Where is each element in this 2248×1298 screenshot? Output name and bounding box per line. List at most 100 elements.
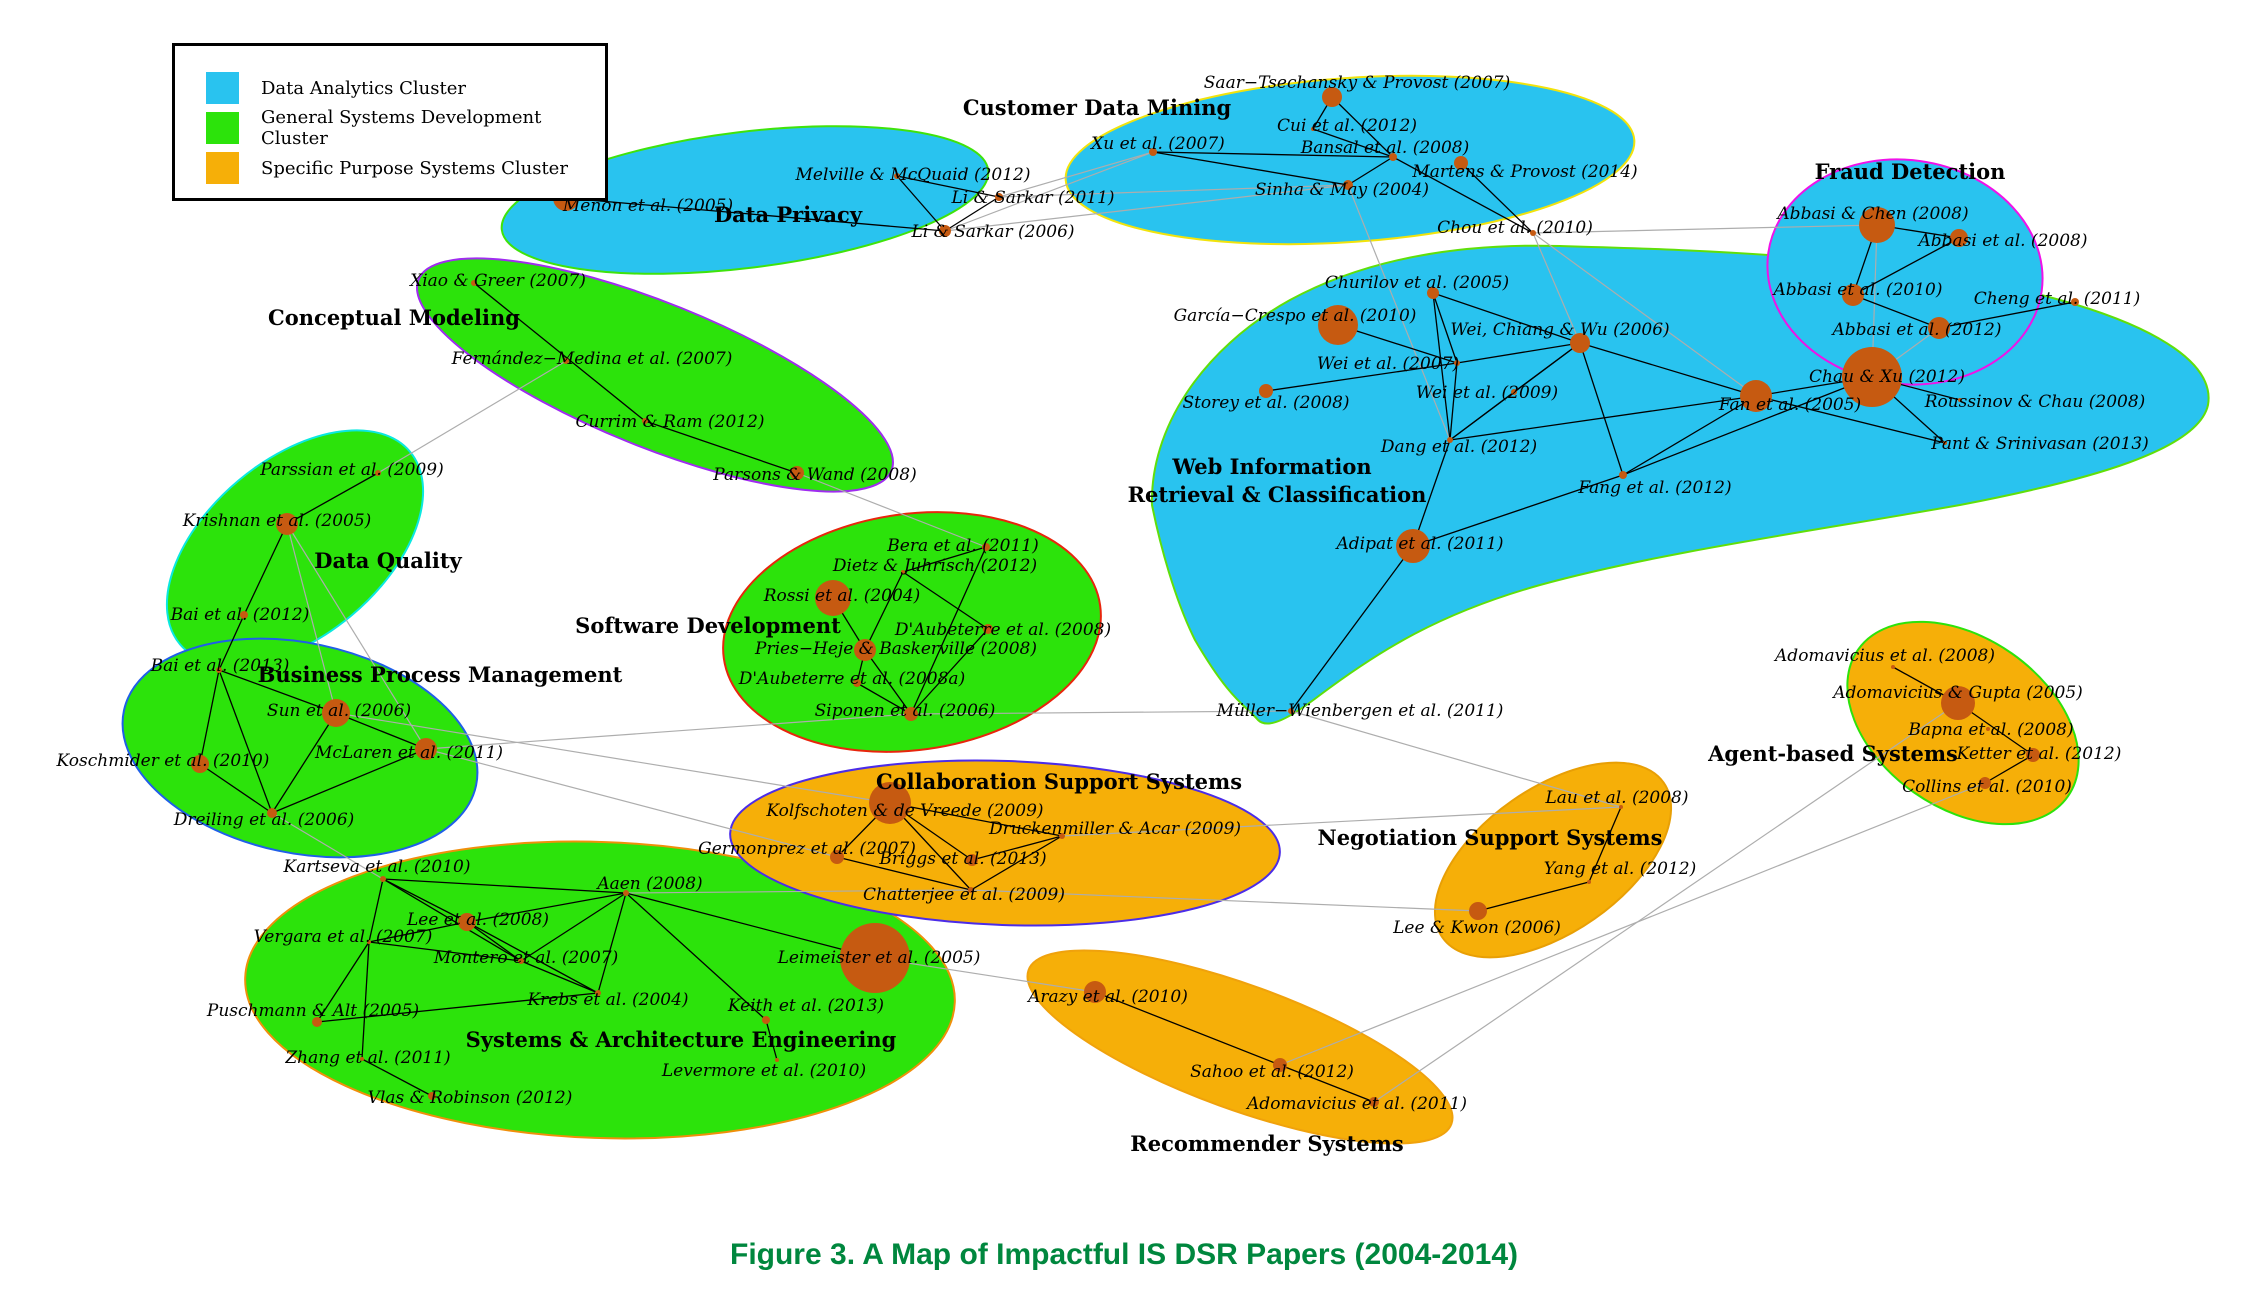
paper-label-li2011: Li & Sarkar (2011) [950, 188, 1114, 208]
citation-edge-sun2006-dreiling2006 [271, 712, 337, 814]
legend-label: Specific Purpose Systems Cluster [261, 157, 568, 179]
citation-edge-kartseva2010-lee2008 [382, 878, 468, 923]
citation-edge-daubeterre2008-siponen2006 [910, 628, 989, 715]
paper-label-arazy2010: Arazy et al. (2010) [1026, 987, 1188, 1007]
paper-label-li2006: Li & Sarkar (2006) [910, 222, 1074, 242]
citation-edge-vergara2007-zhang2011 [361, 941, 370, 1060]
citation-edge-adomavicius2011-adomgupta2005 [1373, 702, 1959, 1103]
paper-label-montero2007: Montero et al. (2007) [433, 948, 618, 968]
paper-label-daubeterre2008: D'Aubeterre et al. (2008) [894, 620, 1111, 640]
paper-node-li2011 [995, 193, 1003, 201]
paper-label-wei2007: Wei et al. (2007) [1317, 354, 1459, 374]
citation-edge-leimeister2005-arazy2010 [874, 957, 1096, 993]
paper-node-yang2012 [1587, 880, 1591, 884]
paper-node-melville2012 [894, 173, 900, 179]
paper-node-martens2014 [1454, 156, 1468, 170]
paper-node-rossi2004 [815, 580, 851, 616]
paper-node-xu2007 [1149, 148, 1157, 156]
citation-edge-mclaren2011-germonprez2007 [425, 748, 838, 858]
citation-edge-krishnan2005-sun2006 [286, 523, 337, 714]
paper-label-sahoo2012: Sahoo et al. (2012) [1190, 1062, 1354, 1082]
paper-label-abbasi2012: Abbasi et al. (2012) [1831, 320, 2002, 340]
citation-edge-ketter2012-collins2010 [1984, 754, 2034, 784]
paper-node-abbasi2008 [1950, 229, 1968, 247]
paper-label-ketter2012: Ketter et al. (2012) [1956, 744, 2122, 764]
paper-label-storey2008: Storey et al. (2008) [1182, 393, 1349, 413]
paper-node-storey2008 [1259, 384, 1273, 398]
citation-edge-dreiling2006-kartseva2010 [271, 812, 384, 880]
paper-label-mclaren2011: McLaren et al. (2011) [314, 743, 503, 763]
paper-node-kolfschoten2009 [869, 782, 911, 824]
paper-node-bapna2008 [1986, 727, 1990, 731]
cluster-hull-data-quality [165, 429, 425, 667]
paper-node-churilov2005 [1427, 287, 1439, 299]
paper-label-churilov2005: Churilov et al. (2005) [1325, 273, 1509, 293]
paper-node-sun2006 [322, 699, 350, 727]
cluster-label-3: Conceptual Modeling [268, 305, 520, 330]
citation-edge-churilov2005-wei2007 [1432, 292, 1458, 364]
paper-node-germonprez2007 [830, 850, 844, 864]
citation-edge-sun2006-kolfschoten2009 [335, 712, 891, 804]
cluster-label-4: Data Quality [314, 548, 462, 573]
paper-node-vergara2007 [367, 940, 371, 944]
paper-label-vlas2012: Vlas & Robinson (2012) [368, 1088, 573, 1108]
paper-label-sun2006: Sun et al. (2006) [267, 701, 411, 721]
citation-edge-chou2010-fan2005 [1532, 232, 1757, 397]
cluster-label-12: Agent-based Systems [1707, 741, 1958, 766]
citation-edge-aaen2008-keith2013 [625, 892, 767, 1021]
citation-edge-xiao2007-currim2012 [473, 282, 646, 422]
citation-edge-krishnan2005-mclaren2011 [286, 523, 427, 750]
paper-node-wei2009 [1511, 389, 1517, 395]
citation-edge-mclaren2011-dreiling2006 [271, 748, 427, 814]
legend-label: General Systems Development Cluster [261, 107, 542, 149]
paper-node-daubeterre2008 [983, 624, 993, 634]
citation-edge-sahoo2012-collins2010 [1279, 782, 1986, 1066]
citation-edge-wei2007-weichiangwu2006 [1456, 342, 1581, 364]
citation-edge-montero2007-krebs2004 [520, 960, 599, 994]
paper-label-daubeterre2008a: D'Aubeterre et al. (2008a) [738, 669, 965, 689]
citation-edge-krishnan2005-bai2012 [243, 523, 288, 616]
paper-label-chatterjee2009: Chatterjee et al. (2009) [863, 885, 1065, 905]
paper-label-dietz2012: Dietz & Juhrisch (2012) [832, 556, 1037, 576]
figure-caption: Figure 3. A Map of Impactful IS DSR Pape… [730, 1238, 1518, 1271]
paper-node-koschmider2010 [191, 755, 209, 773]
paper-label-lau2008: Lau et al. (2008) [1545, 788, 1689, 808]
paper-node-abbasi2010 [1842, 284, 1864, 306]
paper-node-garcia2010 [1318, 305, 1358, 345]
paper-node-leekwon2006 [1469, 902, 1487, 920]
citation-edge-abbasi2008-abbasi2010 [1852, 237, 1960, 296]
citation-edge-bai2013-sun2006 [218, 669, 337, 714]
citation-edge-bera2011-siponen2006 [910, 546, 987, 715]
paper-node-keith2013 [762, 1016, 770, 1024]
citation-edge-dang2012-wei2009 [1449, 391, 1515, 441]
paper-label-collins2010: Collins et al. (2010) [1902, 777, 2072, 797]
paper-node-bera2011 [982, 543, 990, 551]
paper-label-vergara2007: Vergara et al. (2007) [254, 927, 433, 947]
paper-node-adomavicius2008 [1891, 665, 1895, 669]
citation-edge-arazy2010-sahoo2012 [1094, 991, 1281, 1066]
citation-edge-bai2013-koschmider2010 [199, 669, 220, 765]
paper-node-mclaren2011 [415, 738, 437, 760]
cluster-hull-systems-architecture [244, 840, 956, 1140]
paper-label-muller2011: Müller−Wienbergen et al. (2011) [1216, 701, 1504, 721]
paper-label-leekwon2006: Lee & Kwon (2006) [1392, 918, 1561, 938]
citation-edge-melville2012-li2011 [896, 175, 1000, 198]
paper-label-priesheje2008: Pries−Heje & Baskerville (2008) [754, 639, 1037, 659]
citation-edge-druckenmiller2009-chatterjee2009 [970, 835, 1063, 891]
citation-edge-druckenmiller2009-briggs2013 [971, 835, 1063, 861]
citation-edge-druckenmiller2009-lau2008 [1061, 806, 1622, 837]
paper-node-kartseva2010 [380, 876, 386, 882]
citation-edge-churilov2005-dang2012 [1432, 292, 1451, 441]
paper-node-cui2012 [1311, 127, 1315, 131]
paper-node-dietz2012 [901, 570, 905, 574]
citation-edge-sinha2004-li2006 [944, 184, 1349, 232]
citation-edge-lee2008-vergara2007 [368, 921, 468, 943]
paper-node-ketter2012 [2026, 748, 2040, 762]
paper-label-abbasi2008: Abbasi et al. (2008) [1917, 231, 2088, 251]
paper-label-adomavicius2011: Adomavicius et al. (2011) [1245, 1094, 1467, 1114]
citation-edge-sun2006-mclaren2011 [335, 712, 427, 750]
paper-label-xiao2007: Xiao & Greer (2007) [408, 271, 586, 291]
paper-label-sinha2004: Sinha & May (2004) [1255, 180, 1429, 200]
citation-edge-bansal2008-chou2010 [1392, 156, 1534, 234]
